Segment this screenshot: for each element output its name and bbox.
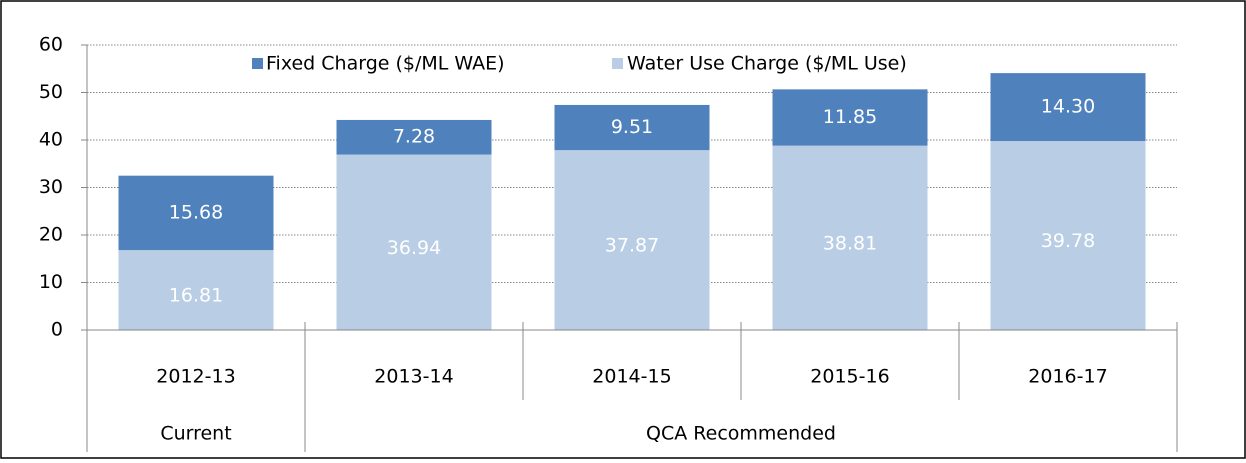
legend-label: Water Use Charge ($/ML Use) (627, 53, 907, 75)
data-label: 15.68 (169, 201, 223, 223)
legend-bg (245, 51, 945, 77)
data-label: 37.87 (605, 235, 659, 257)
data-label: 7.28 (393, 126, 435, 148)
x-tick-label: 2012-13 (156, 366, 235, 388)
bar-segment (772, 145, 928, 330)
data-label: 38.81 (823, 232, 877, 254)
x-tick-label: 2013-14 (374, 366, 453, 388)
y-tick-label: 30 (39, 176, 63, 198)
bar-segment (772, 89, 928, 146)
data-label: 39.78 (1041, 230, 1095, 252)
legend-label: Fixed Charge ($/ML WAE) (266, 53, 505, 75)
y-tick-label: 40 (39, 129, 63, 151)
bar-segment (990, 73, 1146, 142)
y-tick-label: 0 (51, 319, 63, 341)
group-label: Current (160, 423, 231, 445)
legend-swatch (612, 58, 623, 69)
y-tick-label: 60 (39, 34, 63, 56)
data-label: 36.94 (387, 237, 441, 259)
y-tick-label: 50 (39, 81, 63, 103)
bar-segment (554, 150, 710, 330)
bar-segment (990, 141, 1146, 330)
group-label: QCA Recommended (646, 423, 836, 445)
data-label: 11.85 (823, 106, 877, 128)
data-label: 16.81 (169, 285, 223, 307)
x-tick-label: 2016-17 (1028, 366, 1107, 388)
y-tick-label: 20 (39, 224, 63, 246)
bar-segment (336, 154, 492, 330)
bar-segment (118, 250, 274, 330)
data-label: 9.51 (611, 116, 653, 138)
x-tick-label: 2015-16 (810, 366, 889, 388)
bar-segment (554, 104, 710, 151)
data-label: 14.30 (1041, 96, 1095, 118)
bar-segment (336, 119, 492, 155)
x-tick-label: 2014-15 (592, 366, 671, 388)
y-tick-label: 10 (39, 271, 63, 293)
bar-segment (118, 175, 274, 251)
legend-swatch (252, 58, 263, 69)
